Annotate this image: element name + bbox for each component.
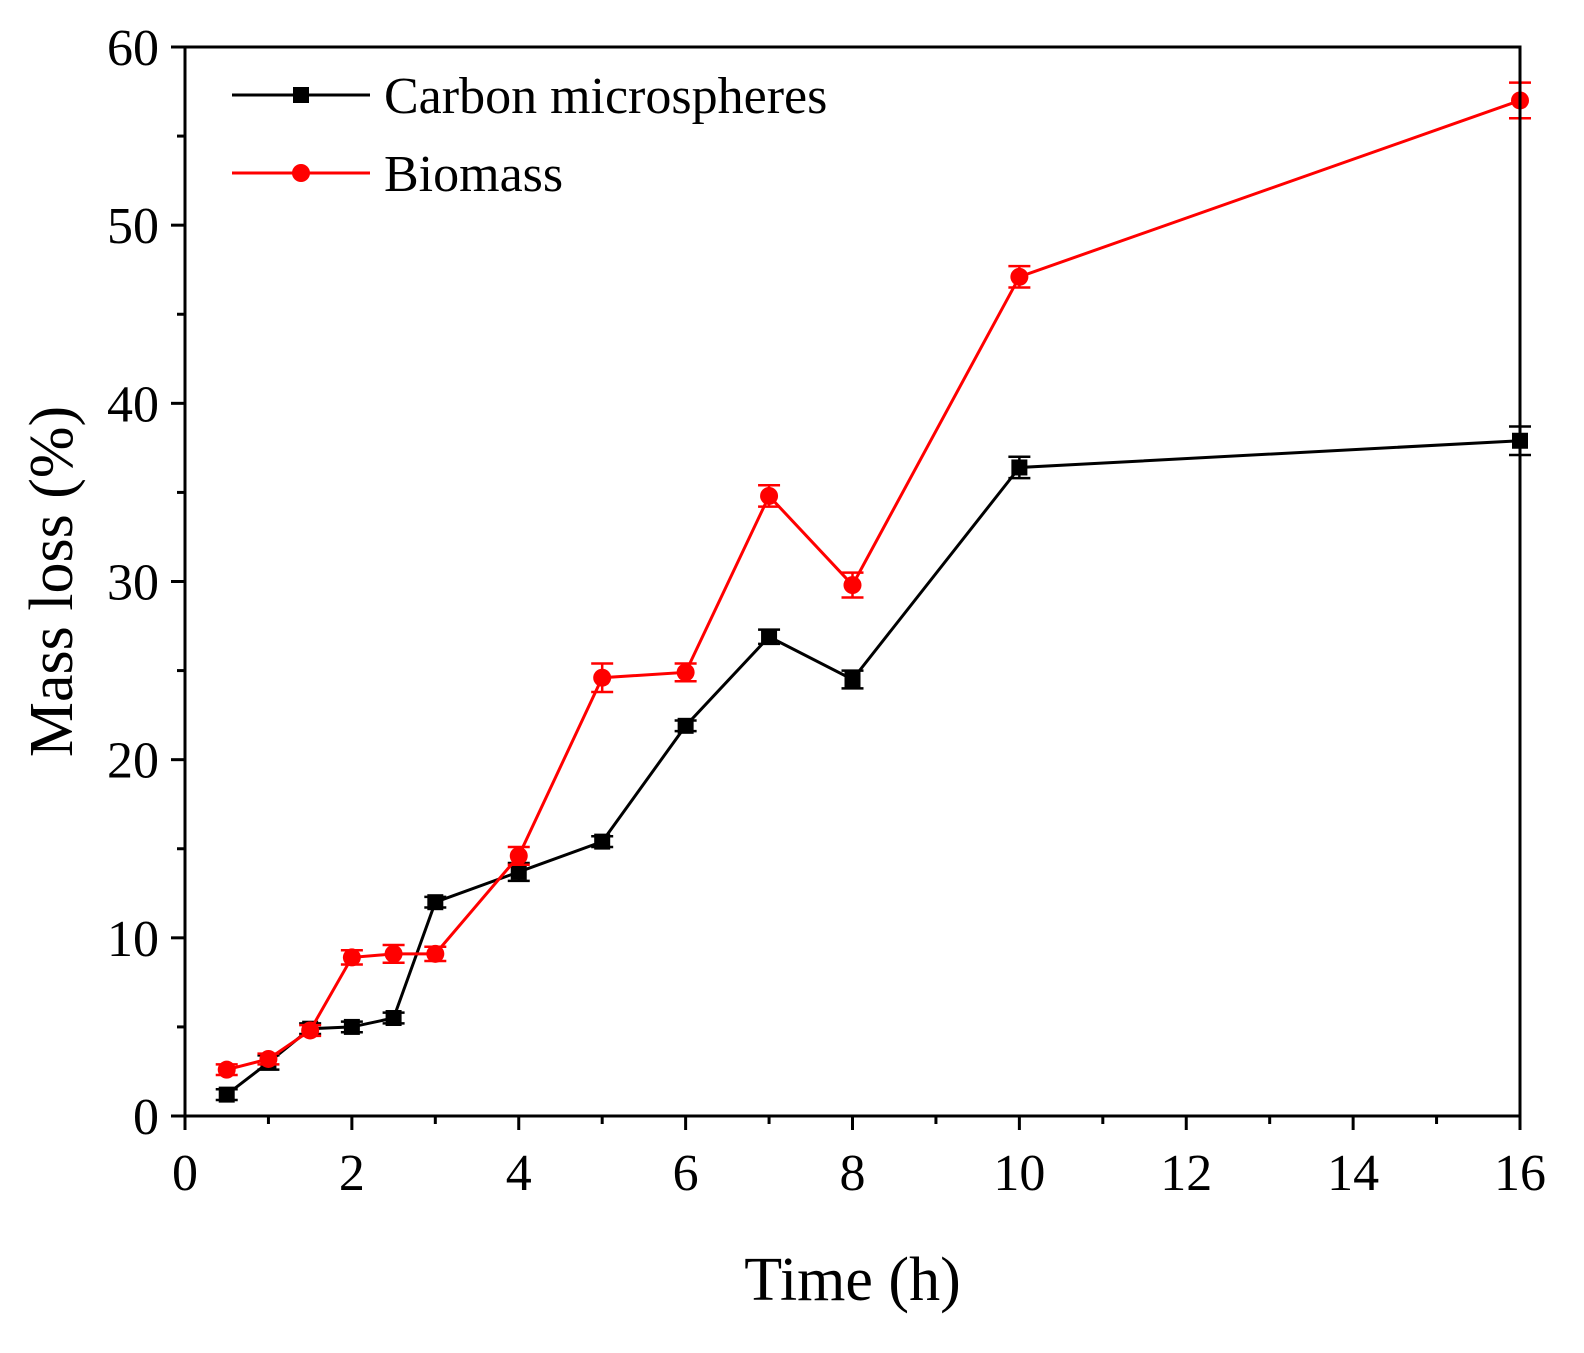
x-tick-label: 4 (506, 1145, 532, 1202)
legend-marker (293, 87, 309, 103)
data-point (510, 863, 527, 880)
data-point (593, 668, 612, 687)
legend-item: Carbon microspheres (232, 68, 827, 125)
y-tick-label: 30 (107, 555, 159, 612)
data-point (218, 1086, 235, 1103)
data-point (259, 1049, 278, 1068)
data-point (343, 1018, 360, 1035)
data-point (676, 663, 695, 682)
y-tick-label: 40 (107, 376, 159, 433)
x-tick-label: 0 (172, 1145, 198, 1202)
data-point (384, 944, 403, 963)
y-tick-label: 60 (107, 20, 159, 77)
series-line (226, 99, 1521, 1072)
series-line (225, 439, 1521, 1096)
y-tick-label: 50 (107, 198, 159, 255)
x-tick-label: 14 (1327, 1145, 1379, 1202)
data-point (677, 717, 694, 734)
y-axis: 0 10 20 30 40 50 60 (107, 20, 185, 1146)
x-axis: 0 2 4 6 8 10 12 14 16 (172, 1116, 1546, 1202)
x-tick-label: 8 (840, 1145, 866, 1202)
data-point (301, 1021, 320, 1040)
data-point (761, 628, 778, 645)
data-point (760, 486, 779, 505)
legend-label: Biomass (384, 146, 563, 203)
x-tick-label: 6 (673, 1145, 699, 1202)
series-biomass (215, 81, 1531, 1079)
x-tick-label: 10 (993, 1145, 1045, 1202)
y-tick-label: 20 (107, 733, 159, 790)
legend: Carbon microspheres Biomass (232, 68, 827, 203)
data-point (342, 948, 361, 967)
series-carbon-microspheres (215, 425, 1531, 1103)
x-tick-label: 16 (1494, 1145, 1546, 1202)
data-point (426, 944, 445, 963)
data-point (427, 894, 444, 911)
data-point (385, 1010, 402, 1027)
y-tick-label: 0 (133, 1089, 159, 1146)
legend-marker (292, 164, 310, 182)
data-point (843, 576, 862, 595)
plot-marks (215, 81, 1531, 1103)
x-tick-label: 2 (339, 1145, 365, 1202)
x-tick-label: 12 (1160, 1145, 1212, 1202)
data-point (217, 1060, 236, 1079)
data-point (844, 671, 861, 688)
data-point (509, 846, 528, 865)
legend-label: Carbon microspheres (384, 68, 827, 125)
legend-item: Biomass (232, 146, 563, 203)
data-point (1010, 267, 1029, 286)
data-point (594, 833, 611, 850)
y-axis-title: Mass loss (%) (18, 406, 86, 757)
x-axis-title: Time (h) (744, 1246, 960, 1314)
data-point (1011, 459, 1028, 476)
y-tick-label: 10 (107, 911, 159, 968)
